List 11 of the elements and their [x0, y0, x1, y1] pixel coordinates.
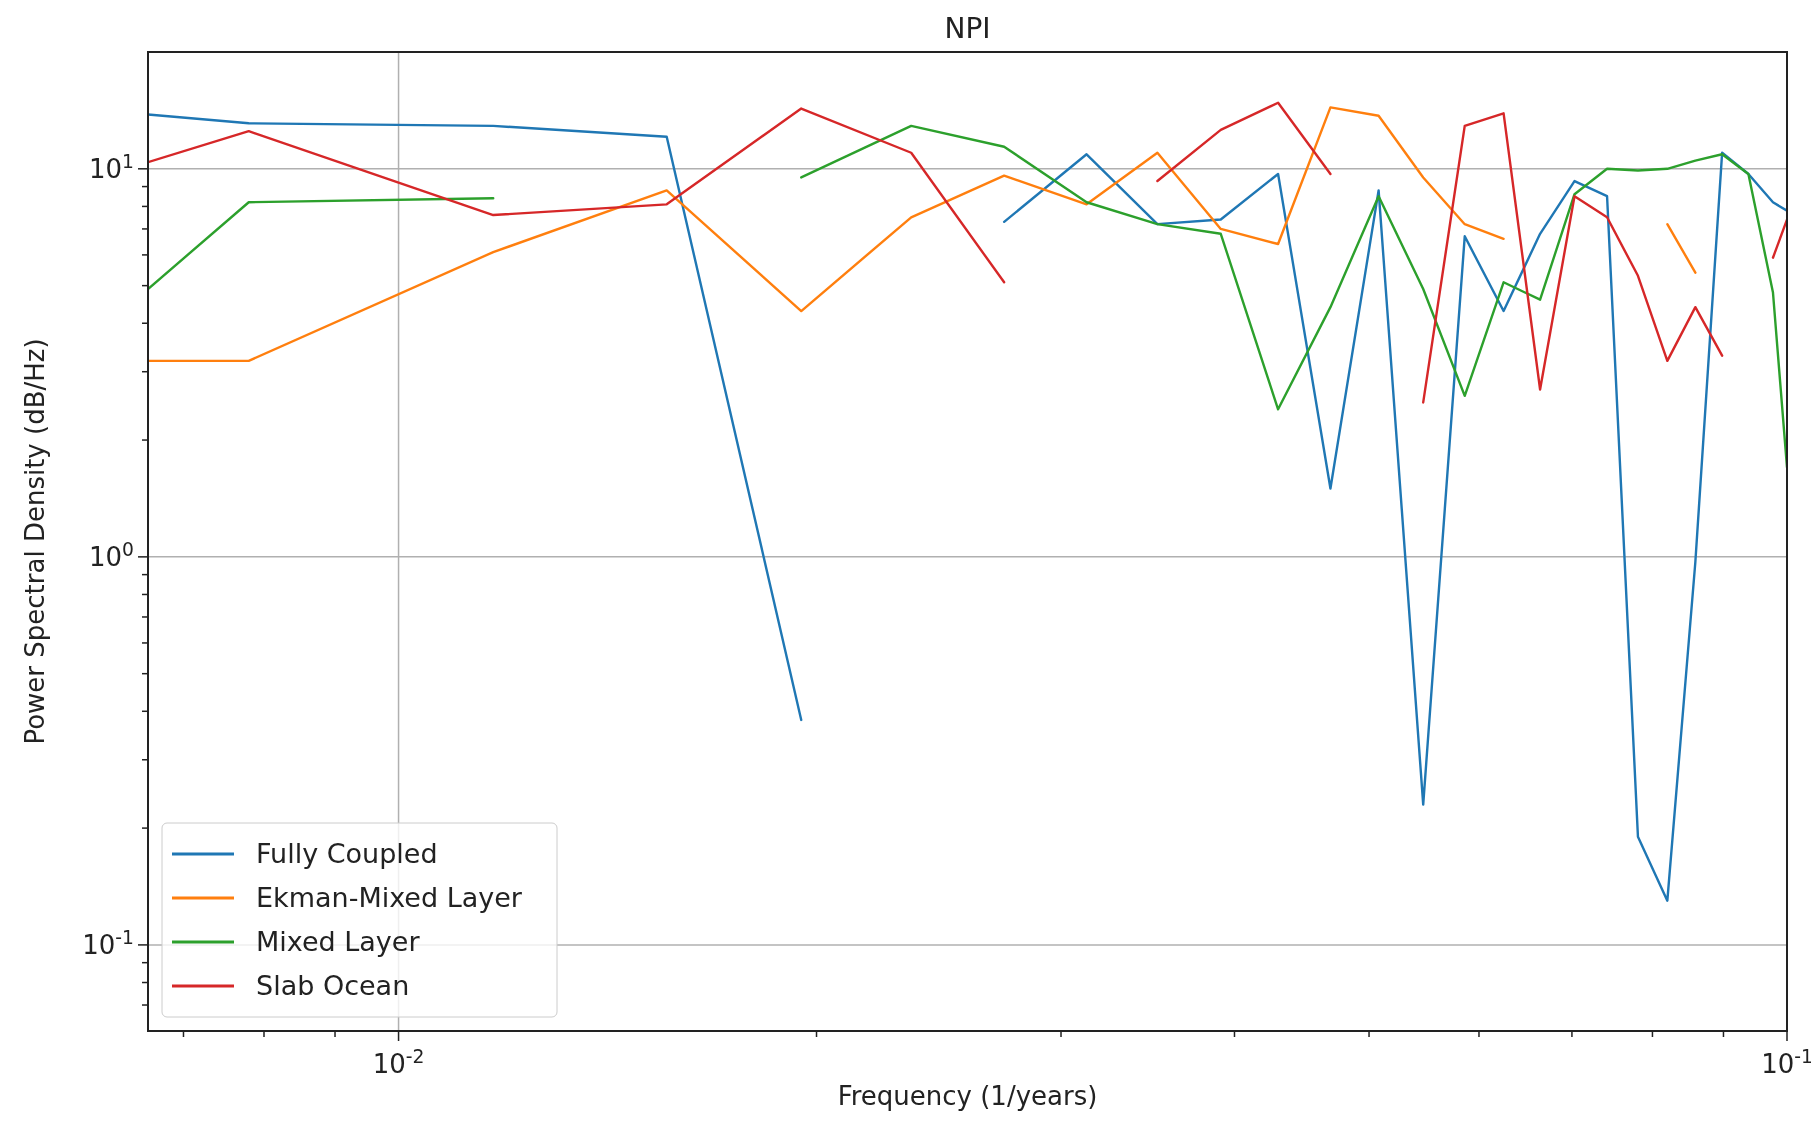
legend-label: Slab Ocean	[256, 970, 410, 1002]
x-tick-label: 10$^{-2}$	[372, 1045, 425, 1079]
y-tick-label: 10$^{0}$	[89, 538, 134, 572]
chart-title: NPI	[944, 12, 991, 45]
y-axis-title: Power Spectral Density (dB/Hz)	[20, 338, 50, 745]
legend-label: Mixed Layer	[256, 926, 421, 958]
y-tick-label: 10$^{1}$	[89, 150, 134, 184]
legend-label: Fully Coupled	[256, 838, 438, 870]
y-tick-label: 10$^{-1}$	[82, 926, 134, 961]
x-axis-title: Frequency (1/years)	[837, 1081, 1098, 1111]
legend-label: Ekman-Mixed Layer	[256, 882, 523, 914]
